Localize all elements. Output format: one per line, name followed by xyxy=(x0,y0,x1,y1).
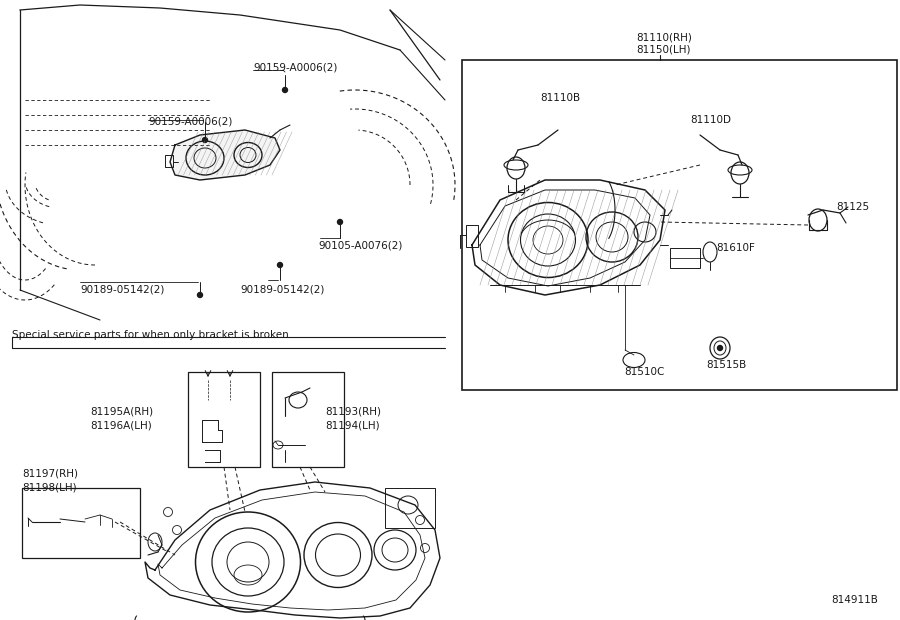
Bar xyxy=(670,248,700,268)
Circle shape xyxy=(197,293,202,298)
Bar xyxy=(22,488,140,558)
Circle shape xyxy=(202,138,208,143)
Text: 814911B: 814911B xyxy=(831,595,878,605)
Text: 90105-A0076(2): 90105-A0076(2) xyxy=(318,240,402,250)
Circle shape xyxy=(283,87,287,92)
Text: 81515B: 81515B xyxy=(706,360,746,370)
Bar xyxy=(385,488,435,528)
Text: 81610F: 81610F xyxy=(716,243,755,253)
Bar xyxy=(462,60,897,390)
Text: 81195A(RH): 81195A(RH) xyxy=(90,406,153,416)
Circle shape xyxy=(717,345,723,350)
Text: 81197(RH): 81197(RH) xyxy=(22,468,78,478)
Text: 90189-05142(2): 90189-05142(2) xyxy=(80,285,165,295)
Text: 90159-A0006(2): 90159-A0006(2) xyxy=(253,62,338,72)
Text: 81196A(LH): 81196A(LH) xyxy=(90,420,152,430)
Text: 81150(LH): 81150(LH) xyxy=(636,45,690,55)
Bar xyxy=(188,372,260,467)
Text: 81125: 81125 xyxy=(836,202,869,212)
Text: 81110(RH): 81110(RH) xyxy=(636,33,692,43)
Bar xyxy=(165,155,173,167)
Text: 81194(LH): 81194(LH) xyxy=(325,420,380,430)
Bar xyxy=(272,372,344,467)
Text: 81110B: 81110B xyxy=(540,93,580,103)
Text: 81110D: 81110D xyxy=(690,115,731,125)
Text: 81193(RH): 81193(RH) xyxy=(325,406,381,416)
Text: 90189-05142(2): 90189-05142(2) xyxy=(240,285,324,295)
Text: Special service parts for when only bracket is broken: Special service parts for when only brac… xyxy=(12,330,289,340)
Circle shape xyxy=(277,262,283,267)
Bar xyxy=(466,225,478,247)
Text: 81510C: 81510C xyxy=(624,367,664,377)
Text: 81198(LH): 81198(LH) xyxy=(22,482,76,492)
Text: 90159-A0006(2): 90159-A0006(2) xyxy=(148,116,232,126)
Circle shape xyxy=(338,219,343,224)
Polygon shape xyxy=(170,130,280,180)
